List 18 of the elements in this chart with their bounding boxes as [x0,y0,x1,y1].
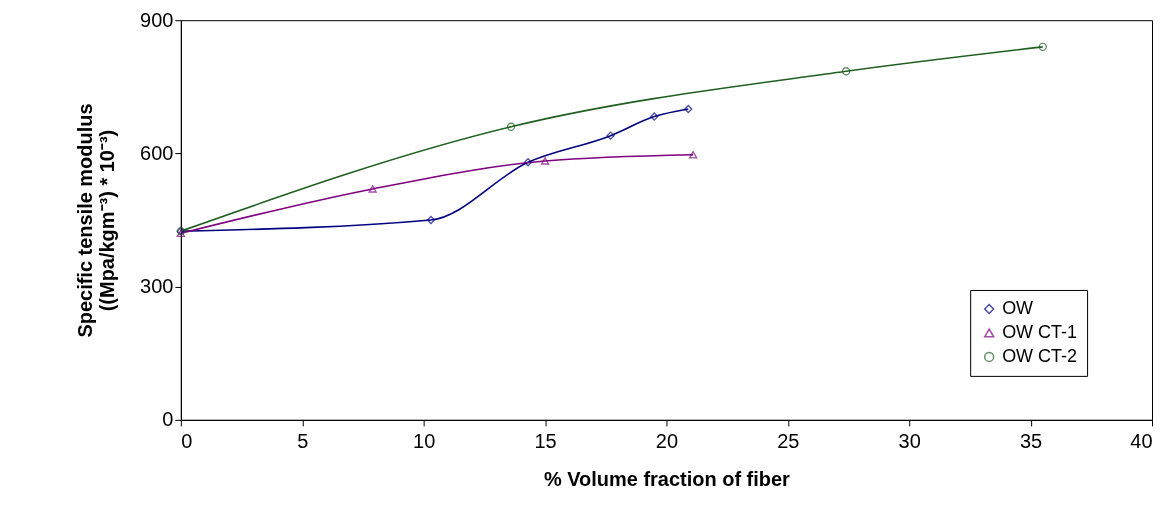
x-tick-label: 0 [181,430,193,453]
x-tick-label: 20 [655,430,679,453]
y-tick-label: 600 [140,141,174,164]
y-tick-label: 900 [140,8,174,31]
x-tick-label: 25 [777,430,800,453]
legend-label: OW [1002,297,1034,318]
x-tick-label: 10 [413,430,436,453]
y-tick-label: 0 [162,408,174,431]
legend-label: OW CT-2 [1002,345,1078,366]
x-tick-label: 40 [1130,430,1153,453]
y-tick-label: 300 [140,275,174,298]
x-tick-label: 30 [898,430,921,453]
x-tick-label: 35 [1020,430,1043,453]
y-axis-title: Specific tensile modulus ((Mpa/kgm⁻³) * 10⁻³) [74,103,119,338]
x-tick-label: 15 [534,430,557,453]
x-tick-label: 5 [297,430,309,453]
x-axis-title: % Volume fraction of fiber [543,468,791,491]
legend-label: OW CT-1 [1002,321,1078,342]
